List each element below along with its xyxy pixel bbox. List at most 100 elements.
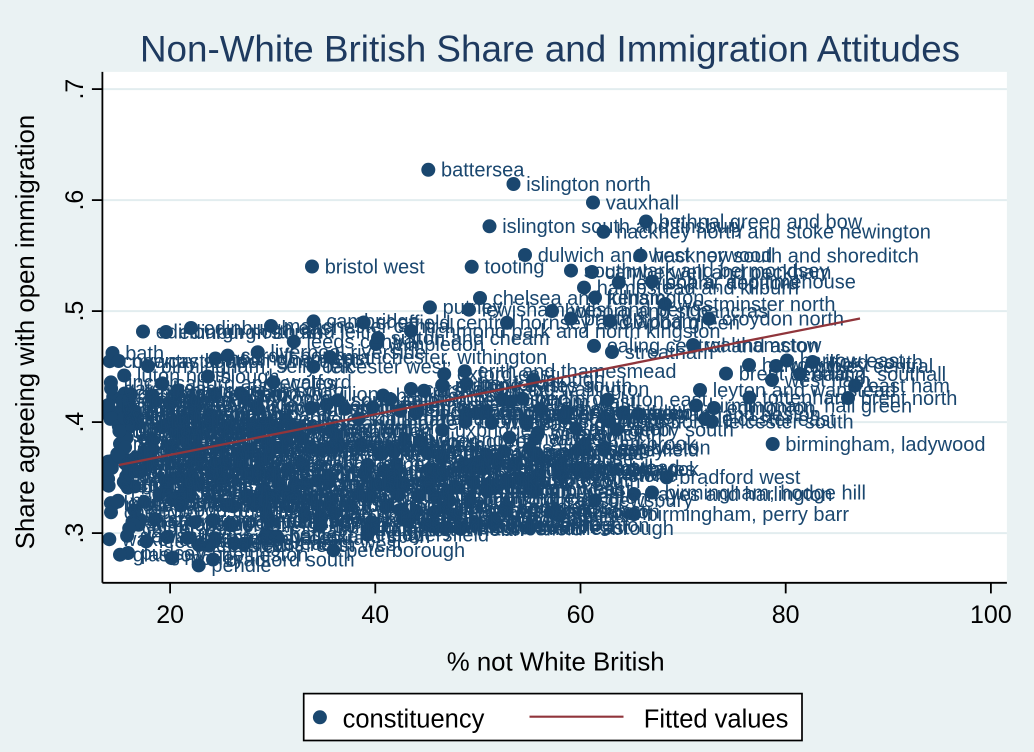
svg-text:plaistow: plaistow bbox=[487, 453, 560, 475]
svg-text:calder valley: calder valley bbox=[142, 518, 253, 540]
svg-text:ealing, southall: ealing, southall bbox=[813, 364, 946, 386]
svg-text:worcester: worcester bbox=[189, 467, 277, 489]
svg-text:harrow east: harrow east bbox=[175, 417, 280, 439]
svg-text:vauxhall: vauxhall bbox=[606, 192, 679, 214]
svg-text:custom house: custom house bbox=[510, 449, 635, 471]
svg-text:bootle: bootle bbox=[425, 506, 480, 528]
svg-text:Share agreeing with open immig: Share agreeing with open immigration bbox=[12, 115, 40, 550]
svg-text:manor park: manor park bbox=[495, 453, 597, 475]
svg-text:peterborough: peterborough bbox=[346, 540, 465, 562]
svg-text:brentford and isleworth: brentford and isleworth bbox=[141, 396, 344, 418]
svg-text:60: 60 bbox=[567, 601, 595, 629]
svg-text:haywards heath: haywards heath bbox=[189, 488, 330, 510]
svg-text:eltham: eltham bbox=[225, 411, 285, 433]
svg-text:leeds east: leeds east bbox=[247, 533, 339, 555]
svg-text:lichfield: lichfield bbox=[410, 460, 477, 482]
svg-text:brixton: brixton bbox=[584, 308, 644, 330]
svg-text:birmingham, erdington: birmingham, erdington bbox=[449, 487, 648, 509]
svg-text:mile end: mile end bbox=[517, 441, 593, 463]
svg-text:oldham west: oldham west bbox=[507, 478, 620, 500]
svg-text:folkestone: folkestone bbox=[469, 478, 560, 500]
svg-text:birmingham, ladywood: birmingham, ladywood bbox=[785, 434, 985, 456]
svg-text:blackley and broughton: blackley and broughton bbox=[443, 515, 650, 537]
svg-text:cambridge south: cambridge south bbox=[403, 389, 551, 411]
svg-text:bolton east: bolton east bbox=[507, 509, 605, 531]
svg-text:preston: preston bbox=[271, 487, 338, 509]
svg-text:stafford: stafford bbox=[455, 465, 521, 487]
svg-text:hammersmith: hammersmith bbox=[147, 404, 268, 426]
svg-text:twickenham: twickenham bbox=[271, 398, 377, 420]
svg-text:harrow east: harrow east bbox=[800, 350, 905, 372]
svg-text:nuneaton: nuneaton bbox=[380, 455, 463, 477]
svg-text:birmingham, hall green: birmingham, hall green bbox=[709, 395, 912, 417]
svg-text:pudsey: pudsey bbox=[141, 543, 206, 565]
svg-text:southwark and bermondsey: southwark and bermondsey bbox=[584, 260, 830, 282]
svg-text:middlesbrough south: middlesbrough south bbox=[132, 416, 318, 438]
svg-text:ipswich: ipswich bbox=[168, 391, 234, 413]
svg-text:brentwood: brentwood bbox=[166, 439, 259, 461]
svg-text:uxbridge: uxbridge bbox=[455, 420, 532, 442]
svg-text:poplar: poplar bbox=[552, 448, 608, 470]
svg-text:cardiff west: cardiff west bbox=[154, 461, 255, 483]
svg-text:warwick and leamington: warwick and leamington bbox=[446, 460, 660, 482]
svg-text:didcot: didcot bbox=[164, 454, 218, 476]
svg-text:burnley: burnley bbox=[384, 485, 450, 507]
svg-text:bethnal green and bow: bethnal green and bow bbox=[659, 211, 863, 233]
svg-text:gillingham: gillingham bbox=[431, 486, 521, 508]
svg-text:guildford: guildford bbox=[135, 419, 212, 441]
svg-text:huddersfield: huddersfield bbox=[380, 525, 489, 547]
svg-text:ashton-under-lyne: ashton-under-lyne bbox=[420, 511, 581, 533]
svg-text:aberdeen north: aberdeen north bbox=[131, 446, 267, 468]
svg-text:heywood and middleton: heywood and middleton bbox=[147, 500, 358, 522]
svg-text:bristol north west: bristol north west bbox=[392, 475, 544, 497]
svg-text:leicester south: leicester south bbox=[725, 412, 854, 434]
svg-text:poole: poole bbox=[148, 476, 197, 498]
svg-text:gants hill: gants hill bbox=[574, 457, 653, 479]
svg-text:crewe: crewe bbox=[448, 516, 501, 538]
svg-text:bradford south: bradford south bbox=[226, 549, 355, 571]
svg-text:putney: putney bbox=[443, 297, 503, 319]
svg-text:slough: slough bbox=[221, 366, 280, 388]
svg-text:chester: chester bbox=[200, 528, 266, 550]
svg-text:kensington: kensington bbox=[608, 287, 705, 309]
svg-text:oxford east: oxford east bbox=[457, 364, 556, 386]
svg-text:bolton south east: bolton south east bbox=[462, 491, 615, 513]
svg-text:bristol east: bristol east bbox=[307, 483, 404, 505]
svg-text:glasgow east: glasgow east bbox=[137, 472, 254, 494]
svg-text:knowsley: knowsley bbox=[385, 512, 467, 534]
svg-text:hampstead and kilburn: hampstead and kilburn bbox=[597, 277, 799, 299]
svg-text:liverpool, west derby: liverpool, west derby bbox=[208, 512, 390, 534]
svg-text:bury north: bury north bbox=[185, 490, 275, 512]
svg-text:ashford: ashford bbox=[211, 475, 278, 497]
svg-text:blackburn: blackburn bbox=[302, 487, 389, 509]
svg-text:newcastle-under-lyme: newcastle-under-lyme bbox=[341, 466, 537, 488]
svg-text:hazel grove: hazel grove bbox=[153, 510, 256, 532]
svg-text:cheltenham: cheltenham bbox=[481, 456, 584, 478]
svg-text:sittingbourne: sittingbourne bbox=[276, 488, 391, 510]
svg-text:loughborough: loughborough bbox=[282, 444, 404, 466]
svg-text:maidenhead: maidenhead bbox=[143, 416, 253, 438]
svg-text:clapham: clapham bbox=[623, 311, 699, 333]
svg-text:keighley: keighley bbox=[381, 519, 454, 541]
svg-text:newport east: newport east bbox=[121, 459, 236, 481]
svg-text:coventry north east: coventry north east bbox=[137, 428, 308, 450]
svg-text:glasgow north: glasgow north bbox=[132, 421, 257, 443]
svg-text:hackney south and shoreditch: hackney south and shoreditch bbox=[653, 245, 919, 267]
svg-text:stoke-on-trent central: stoke-on-trent central bbox=[263, 463, 452, 485]
svg-text:yardley: yardley bbox=[548, 429, 612, 451]
svg-text:shipley: shipley bbox=[222, 536, 284, 558]
svg-text:solihull: solihull bbox=[236, 468, 297, 490]
svg-text:stockton north: stockton north bbox=[141, 463, 267, 485]
svg-text:rochdale: rochdale bbox=[548, 481, 625, 503]
svg-text:bristol south: bristol south bbox=[141, 478, 249, 500]
svg-text:plymouth sutton: plymouth sutton bbox=[318, 474, 459, 496]
svg-text:warrington south: warrington south bbox=[278, 505, 427, 527]
svg-text:stoke-on-trent south: stoke-on-trent south bbox=[121, 469, 299, 491]
svg-text:cardiff north: cardiff north bbox=[240, 345, 345, 367]
svg-text:swansea west: swansea west bbox=[291, 473, 417, 495]
svg-text:bury south: bury south bbox=[490, 403, 583, 425]
svg-text:orpington: orpington bbox=[206, 423, 289, 445]
svg-text:gravesham: gravesham bbox=[190, 384, 289, 406]
svg-text:hornchurch: hornchurch bbox=[385, 397, 485, 419]
svg-text:doncaster north: doncaster north bbox=[385, 519, 524, 541]
